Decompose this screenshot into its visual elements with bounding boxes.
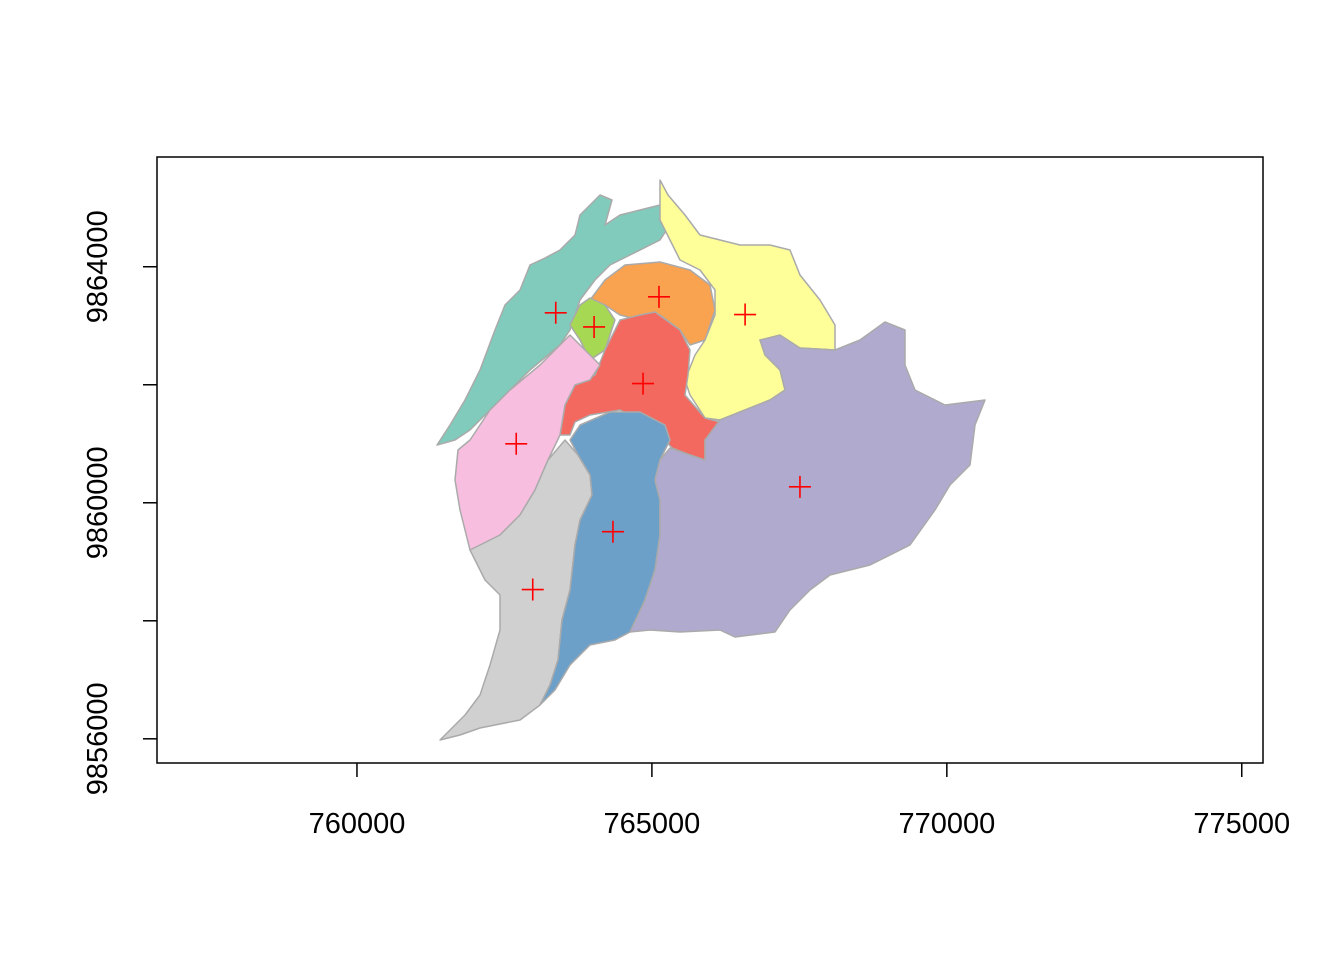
centroid-marker [734, 303, 757, 326]
region [436, 194, 671, 446]
region [629, 321, 986, 638]
region [589, 261, 716, 346]
centroid-marker [544, 301, 567, 324]
y-tick-label: 9860000 [82, 446, 114, 559]
y-tick-label: 9864000 [82, 210, 114, 323]
centroid-marker [521, 578, 544, 601]
centroid-marker [788, 475, 811, 498]
centroid-marker [632, 372, 655, 395]
region [539, 411, 671, 706]
plot-frame [156, 156, 1264, 764]
centroid-marker [601, 520, 624, 543]
y-tick-label: 9856000 [82, 682, 114, 795]
map-regions [436, 179, 986, 741]
centroid-marker [505, 432, 528, 455]
x-tick-label: 770000 [898, 808, 995, 840]
centroid-marker [583, 315, 606, 338]
region [569, 297, 616, 361]
x-tick-label: 765000 [604, 808, 701, 840]
x-tick-label: 775000 [1193, 808, 1290, 840]
x-tick-label: 760000 [309, 808, 406, 840]
centroid-marker [647, 285, 670, 308]
